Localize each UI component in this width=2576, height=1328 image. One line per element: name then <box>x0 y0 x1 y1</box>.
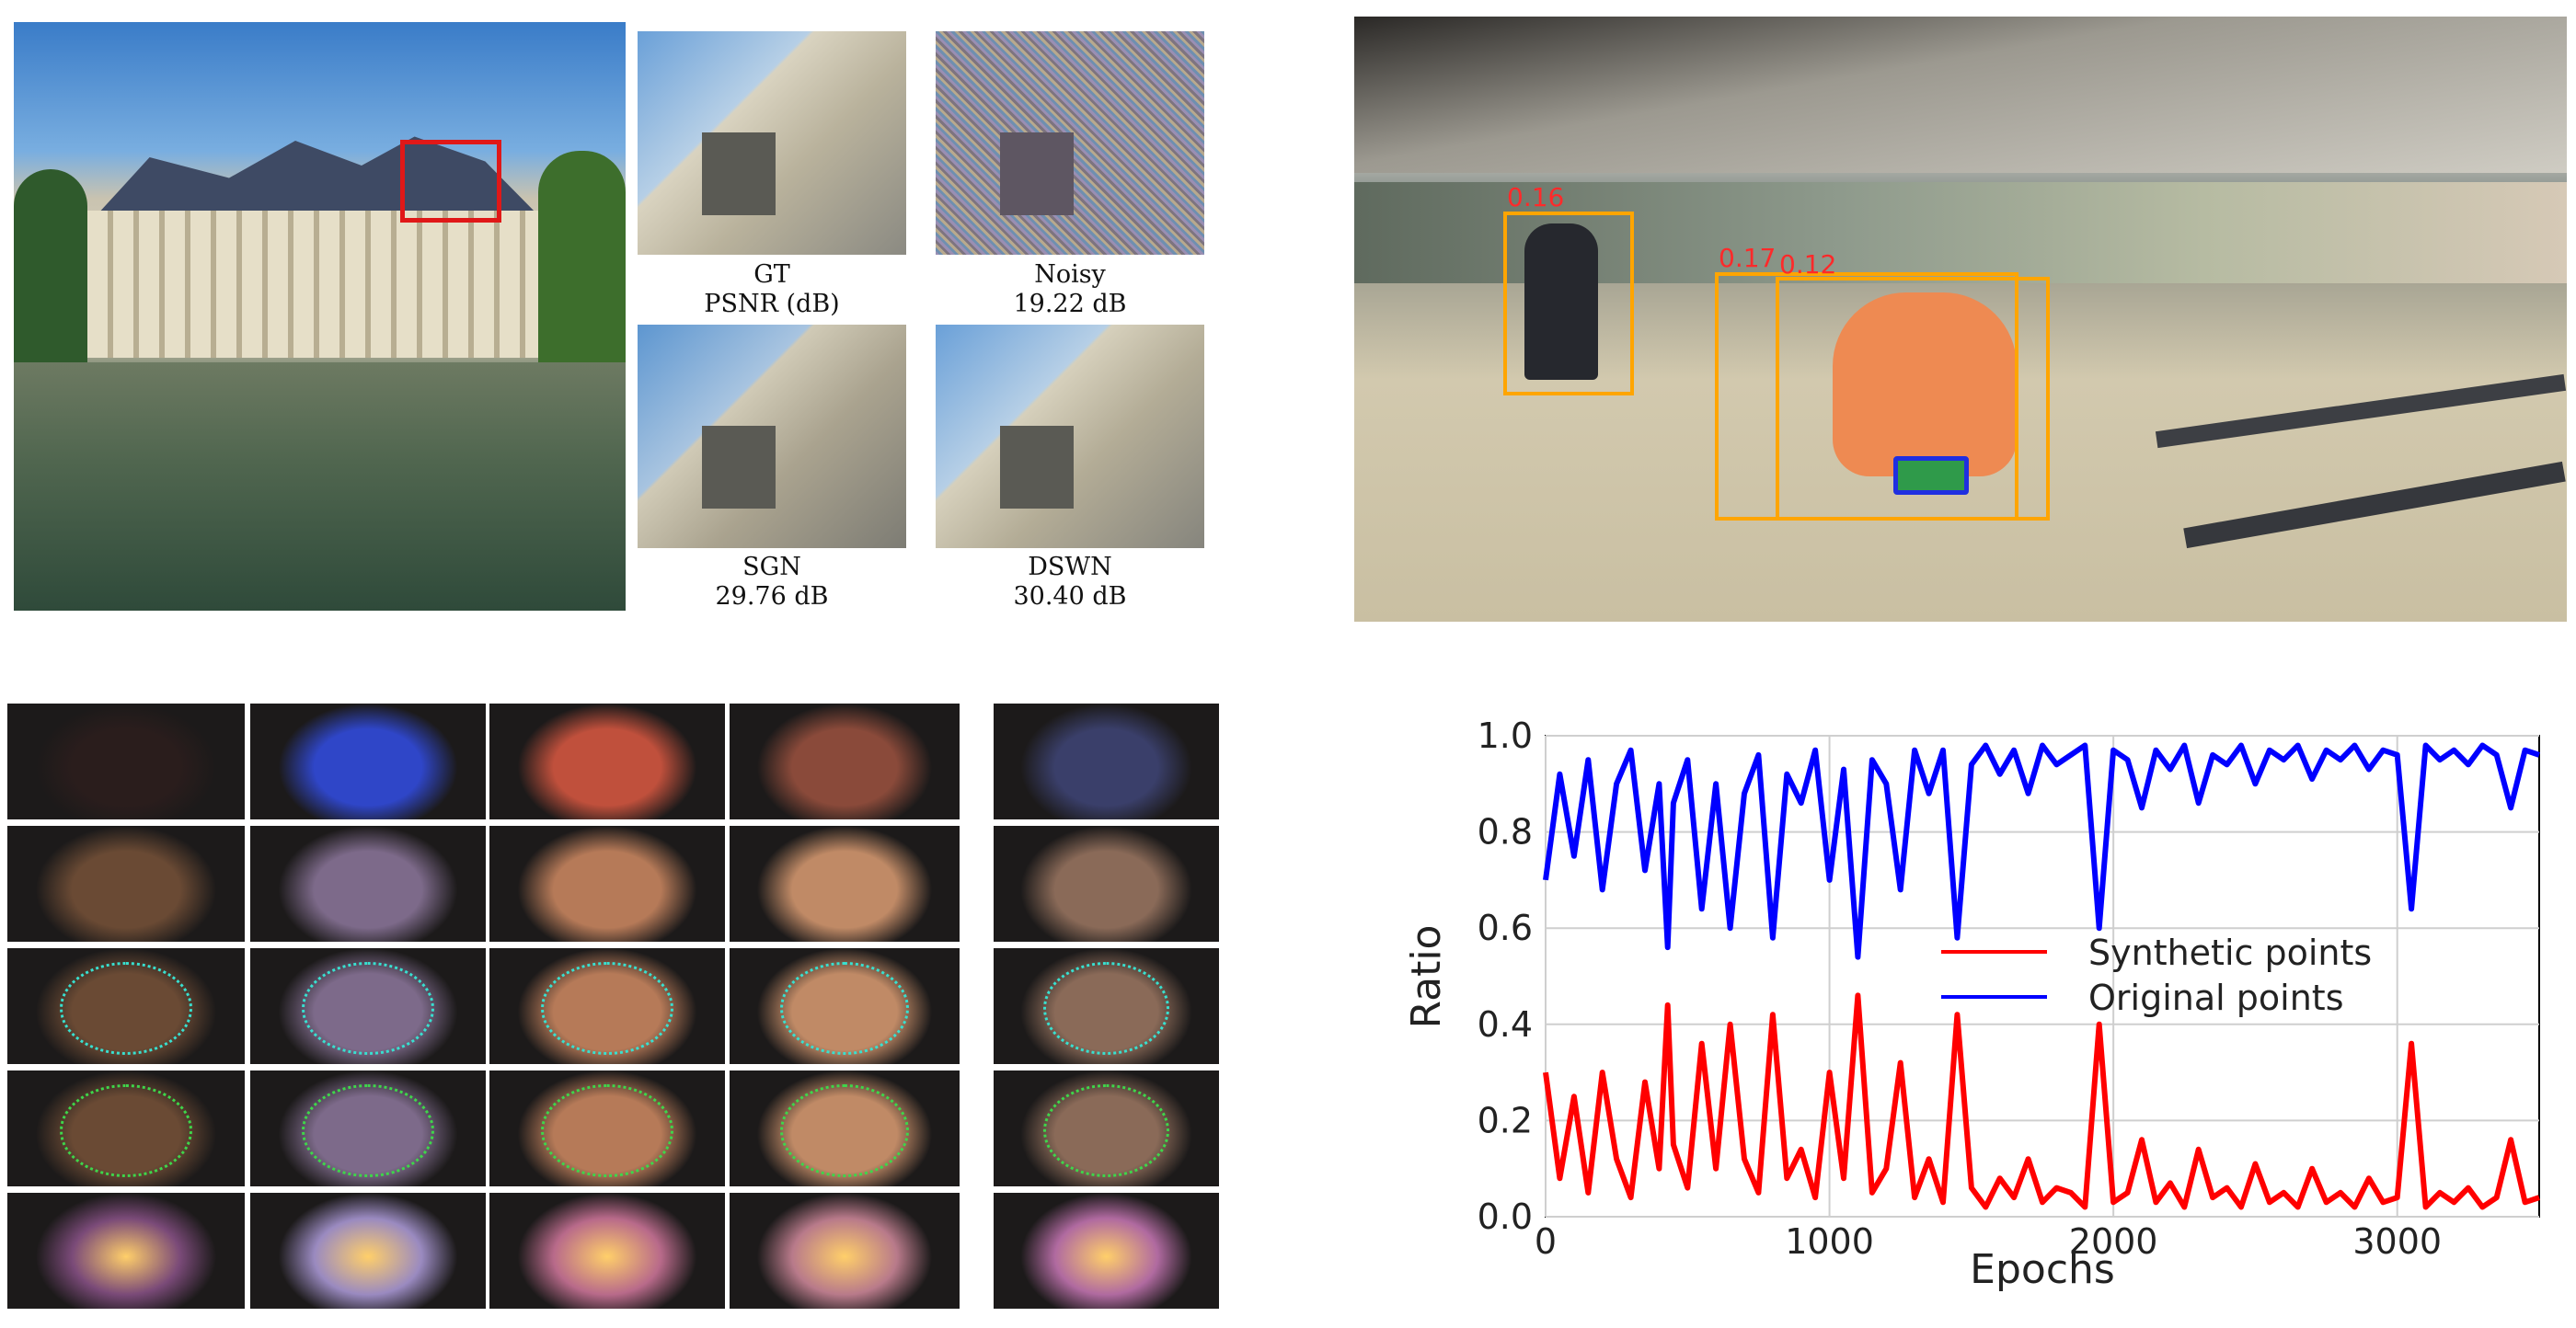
score-label: 0.16 <box>1507 182 1565 212</box>
faces-figure <box>0 704 1233 1315</box>
tree-left <box>14 169 87 362</box>
caption-dswn: DSWN 30.40 dB <box>936 553 1204 612</box>
y-tick-label: 0.6 <box>1478 908 1533 948</box>
landmark-outline <box>780 1084 909 1177</box>
face-tile <box>7 704 245 819</box>
caption-line1: GT <box>753 260 790 289</box>
legend: Synthetic points Original points <box>1941 933 2372 1018</box>
landmark-outline <box>541 962 673 1055</box>
y-tick-label: 0.8 <box>1478 812 1533 853</box>
caption-line2: 29.76 dB <box>715 582 829 611</box>
caption-line2: PSNR (dB) <box>704 290 840 318</box>
denoise-figure: GT PSNR (dB) Noisy 19.22 dB SGN 29.76 dB… <box>0 0 1288 625</box>
face-tile <box>730 826 960 942</box>
series-line-synthetic <box>1543 992 2540 1210</box>
caption-line1: DSWN <box>1028 553 1112 581</box>
x-tick-label: 2000 <box>2069 1221 2158 1262</box>
caption-line2: 19.22 dB <box>1013 290 1127 318</box>
detection-box <box>1503 212 1634 395</box>
landmark-outline <box>1042 1084 1170 1177</box>
crop-dswn <box>936 325 1204 548</box>
legend-label-synthetic: Synthetic points <box>2088 933 2372 973</box>
bowler-far <box>1524 223 1598 380</box>
zoom-region-box <box>400 140 501 223</box>
detection-photo: 0.16 0.17 0.12 <box>1354 17 2567 622</box>
face-tile <box>730 1193 960 1309</box>
x-axis-label: Epochs <box>1970 1246 2115 1293</box>
face-tile <box>730 948 960 1064</box>
score-label: 0.12 <box>1779 249 1837 280</box>
face-tile <box>250 1193 486 1309</box>
landmark-outline <box>541 1084 673 1177</box>
face-tile <box>7 1193 245 1309</box>
ceiling <box>1354 17 2567 173</box>
face-tile <box>489 1193 725 1309</box>
caption-line1: SGN <box>742 553 801 581</box>
face-tile <box>7 948 245 1064</box>
y-axis-label: Ratio <box>1403 925 1450 1029</box>
ball-detection-box <box>1893 456 1969 495</box>
legend-label-original: Original points <box>2088 978 2344 1018</box>
landmark-outline <box>302 1084 434 1177</box>
face-tile <box>489 826 725 942</box>
y-tick-label: 1.0 <box>1478 716 1533 756</box>
face-tile <box>730 1070 960 1186</box>
x-tick-label: 1000 <box>1785 1221 1874 1262</box>
face-tile <box>250 704 486 819</box>
tree-right <box>538 151 626 362</box>
castle-walls <box>87 211 557 358</box>
face-tile <box>489 948 725 1064</box>
caption-line1: Noisy <box>1034 260 1106 289</box>
face-tile <box>7 826 245 942</box>
crop-sgn <box>638 325 906 548</box>
face-tile <box>994 704 1219 819</box>
castle-photo <box>14 22 626 611</box>
crop-gt <box>638 31 906 255</box>
ratio-chart: 0.0 0.2 0.4 0.6 0.8 1.0 0 1000 2000 3000 Ratio Ep… <box>1403 716 2540 1293</box>
face-tile <box>250 826 486 942</box>
water-reflection <box>14 362 626 611</box>
face-tile <box>730 704 960 819</box>
face-tile <box>7 1070 245 1186</box>
y-tick-label: 0.2 <box>1478 1100 1533 1140</box>
caption-gt: GT PSNR (dB) <box>638 260 906 319</box>
caption-noisy: Noisy 19.22 dB <box>936 260 1204 319</box>
face-tile <box>489 1070 725 1186</box>
face-tile <box>994 1193 1219 1309</box>
face-tile <box>489 704 725 819</box>
caption-sgn: SGN 29.76 dB <box>638 553 906 612</box>
landmark-outline <box>59 962 193 1055</box>
face-tile <box>250 1070 486 1186</box>
face-tile <box>994 826 1219 942</box>
x-tick-label: 0 <box>1535 1221 1557 1262</box>
y-tick-label: 0.0 <box>1478 1196 1533 1237</box>
score-label: 0.17 <box>1719 243 1777 273</box>
caption-line2: 30.40 dB <box>1013 582 1127 611</box>
landmark-outline <box>59 1084 193 1177</box>
landmark-outline <box>302 962 434 1055</box>
face-tile <box>250 948 486 1064</box>
series-line-original <box>1543 742 2540 960</box>
landmark-outline <box>780 962 909 1055</box>
face-tile <box>994 1070 1219 1186</box>
lane-gutter <box>2155 373 2567 449</box>
lane-gutter <box>2183 461 2566 549</box>
crop-noisy <box>936 31 1204 255</box>
bowler-near <box>1833 292 2017 476</box>
detection-box <box>1776 277 2050 521</box>
x-tick-label: 3000 <box>2352 1221 2442 1262</box>
face-tile <box>994 948 1219 1064</box>
y-tick-label: 0.4 <box>1478 1004 1533 1045</box>
landmark-outline <box>1042 962 1170 1055</box>
